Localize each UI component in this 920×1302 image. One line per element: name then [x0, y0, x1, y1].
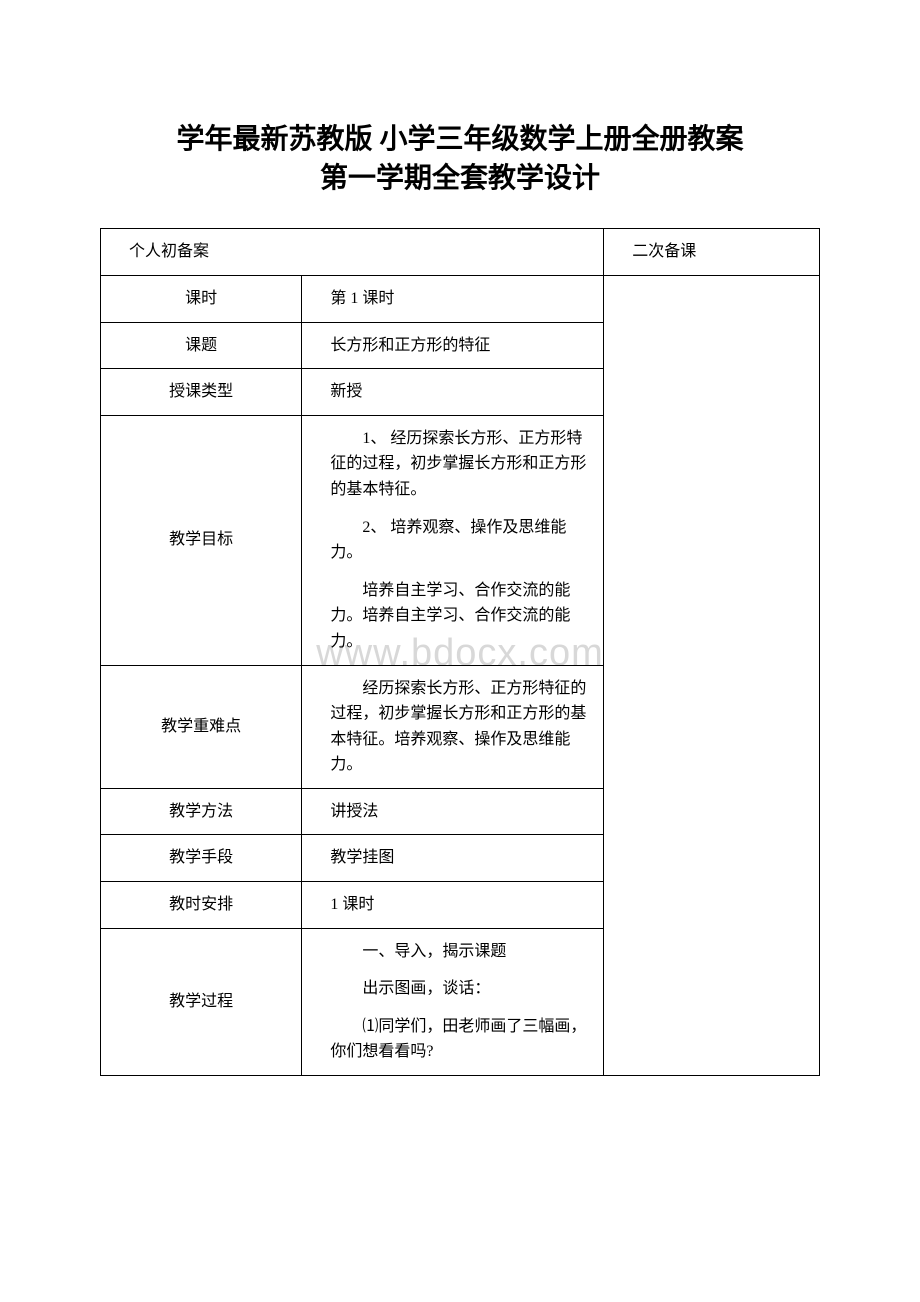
period-value: 第 1 课时: [302, 275, 604, 322]
process-p3: ⑴同学们，田老师画了三幅画，你们想看看吗?: [330, 1014, 593, 1065]
table-row: 课时 第 1 课时: [101, 275, 820, 322]
header-col-3: 二次备课: [604, 229, 820, 276]
topic-value: 长方形和正方形的特征: [302, 322, 604, 369]
objectives-p2: 2、 培养观察、操作及思维能力。: [330, 515, 593, 566]
objectives-p3: 培养自主学习、合作交流的能力。培养自主学习、合作交流的能力。: [330, 578, 593, 655]
header-col-1: 个人初备案: [101, 229, 604, 276]
method-value: 讲授法: [302, 788, 604, 835]
topic-label: 课题: [101, 322, 302, 369]
document-title: 学年最新苏教版 小学三年级数学上册全册教案 第一学期全套教学设计: [100, 120, 820, 198]
means-label: 教学手段: [101, 835, 302, 882]
schedule-label: 教时安排: [101, 882, 302, 929]
key-points-label: 教学重难点: [101, 665, 302, 788]
period-label: 课时: [101, 275, 302, 322]
notes-column: [604, 275, 820, 1075]
process-p1: 一、导入，揭示课题: [330, 939, 593, 965]
key-points-text: 经历探索长方形、正方形特征的过程，初步掌握长方形和正方形的基本特征。培养观察、操…: [330, 676, 593, 778]
process-p2: 出示图画，谈话：: [330, 976, 593, 1002]
title-line-1: 学年最新苏教版 小学三年级数学上册全册教案: [100, 120, 820, 159]
means-value: 教学挂图: [302, 835, 604, 882]
table-header-row: 个人初备案 二次备课: [101, 229, 820, 276]
objectives-label: 教学目标: [101, 415, 302, 665]
lesson-type-label: 授课类型: [101, 369, 302, 416]
key-points-value: 经历探索长方形、正方形特征的过程，初步掌握长方形和正方形的基本特征。培养观察、操…: [302, 665, 604, 788]
lesson-type-value: 新授: [302, 369, 604, 416]
objectives-value: 1、 经历探索长方形、正方形特征的过程，初步掌握长方形和正方形的基本特征。 2、…: [302, 415, 604, 665]
process-label: 教学过程: [101, 928, 302, 1075]
process-value: 一、导入，揭示课题 出示图画，谈话： ⑴同学们，田老师画了三幅画，你们想看看吗?: [302, 928, 604, 1075]
schedule-value: 1 课时: [302, 882, 604, 929]
method-label: 教学方法: [101, 788, 302, 835]
objectives-p1: 1、 经历探索长方形、正方形特征的过程，初步掌握长方形和正方形的基本特征。: [330, 426, 593, 503]
lesson-plan-table: 个人初备案 二次备课 课时 第 1 课时 课题 长方形和正方形的特征 授课类型 …: [100, 228, 820, 1076]
title-line-2: 第一学期全套教学设计: [100, 159, 820, 198]
